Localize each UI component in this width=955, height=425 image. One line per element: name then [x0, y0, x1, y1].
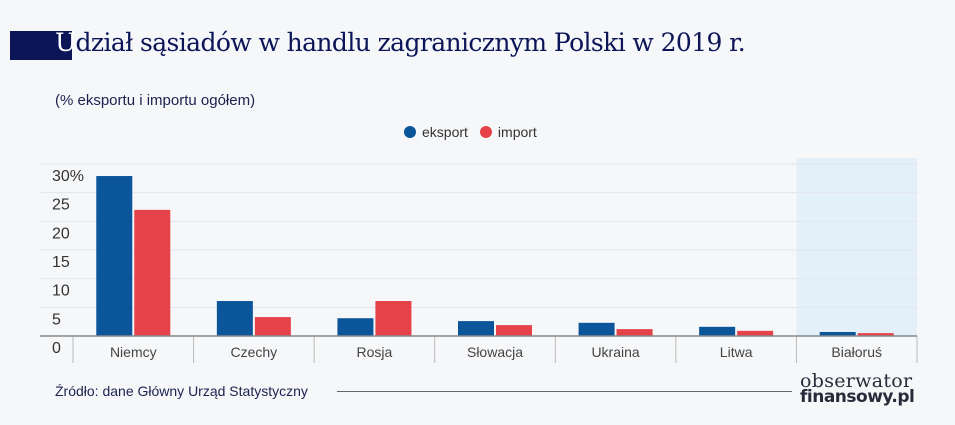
bar-import-Niemcy: [134, 209, 171, 336]
bar-eksport-Litwa: [699, 326, 736, 336]
title-first-letter: U: [55, 28, 76, 57]
bar-import-Czechy: [254, 317, 291, 336]
bar-eksport-Niemcy: [96, 176, 133, 336]
y-tick-label: 20: [52, 225, 70, 242]
legend-swatch-import: [479, 126, 492, 138]
title-text: dział sąsiadów w handlu zagranicznym Pol…: [75, 28, 746, 57]
bar-import-Słowacja: [496, 325, 532, 336]
bar-eksport-Czechy: [216, 301, 253, 336]
bar-import-Ukraina: [616, 329, 653, 336]
title-accent-bar: [10, 31, 72, 60]
highlight-band: [796, 158, 917, 336]
bar-eksport-Białoruś: [819, 331, 856, 336]
bar-import-Rosja: [375, 301, 412, 336]
legend-label-eksport: eksport: [422, 124, 468, 140]
y-tick-label: 25: [52, 197, 70, 214]
bar-eksport-Słowacja: [458, 321, 494, 336]
x-tick-label: Litwa: [720, 344, 753, 360]
bar-eksport-Ukraina: [578, 322, 615, 336]
bar-eksport-Rosja: [337, 318, 374, 336]
x-tick-label: Czechy: [231, 344, 278, 360]
x-tick-label: Rosja: [357, 344, 393, 360]
y-tick-label: 10: [52, 283, 70, 300]
source-divider: [337, 391, 792, 392]
chart-subtitle: (% eksportu i importu ogółem): [55, 92, 256, 109]
legend: eksport import: [404, 124, 537, 140]
source-note: Źródło: dane Główny Urząd Statystyczny: [55, 383, 308, 399]
x-tick-label: Niemcy: [110, 344, 157, 360]
bar-import-Litwa: [737, 330, 774, 336]
legend-swatch-eksport: [404, 126, 416, 138]
chart-title: Udział sąsiadów w handlu zagranicznym Po…: [55, 28, 746, 57]
y-tick-label: 5: [52, 311, 61, 328]
y-tick-label: 15: [52, 254, 70, 271]
x-tick-label: Białoruś: [831, 344, 882, 360]
x-tick-label: Ukraina: [591, 344, 639, 360]
legend-label-import: import: [497, 124, 537, 140]
y-tick-label: 0: [52, 340, 61, 357]
y-tick-label: 30%: [52, 168, 84, 185]
logo: obserwator finansowy.pl: [800, 370, 915, 407]
bar-import-Białoruś: [857, 333, 894, 336]
x-tick-label: Słowacja: [467, 344, 523, 360]
